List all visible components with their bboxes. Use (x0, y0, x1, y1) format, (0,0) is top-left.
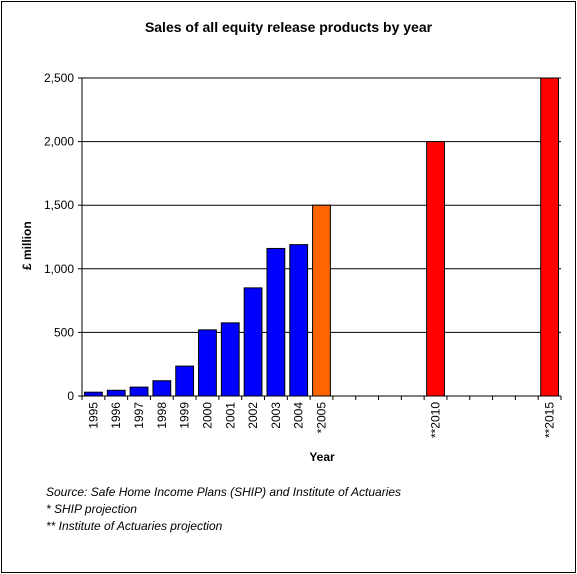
y-tick-label: 2,000 (44, 135, 74, 149)
x-tick-label: 2002 (246, 402, 260, 429)
x-tick-label: *2005 (315, 402, 329, 434)
x-tick-label: 2001 (223, 402, 237, 429)
bar (266, 247, 286, 397)
x-tick-label: 1999 (178, 402, 192, 429)
bar (129, 386, 149, 397)
x-tick-label: 1997 (132, 402, 146, 429)
ship-note: * SHIP projection (46, 502, 137, 516)
ioa-note: ** Institute of Actuaries projection (46, 519, 223, 533)
x-tick-label: **2010 (429, 402, 443, 438)
x-tick-label: 1998 (155, 402, 169, 429)
bar (220, 322, 240, 397)
x-tick-label: 2003 (269, 402, 283, 429)
x-axis-label: Year (309, 450, 335, 464)
bar (84, 391, 103, 397)
bar (426, 141, 445, 397)
bar (152, 380, 172, 397)
bar (106, 389, 126, 397)
bar (175, 365, 195, 397)
y-tick-label: 2,500 (44, 71, 74, 85)
chart-notes: Source: Safe Home Income Plans (SHIP) an… (46, 484, 401, 535)
source-note: Source: Safe Home Income Plans (SHIP) an… (46, 485, 402, 499)
x-tick-label: 1995 (86, 402, 100, 429)
y-tick-label: 500 (54, 325, 74, 339)
bar (312, 204, 331, 397)
bar (540, 77, 559, 397)
bar (289, 244, 309, 397)
chart-title: Sales of all equity release products by … (144, 19, 433, 35)
y-tick-label: 0 (67, 389, 74, 403)
x-tick-label: 2004 (292, 402, 306, 429)
x-tick-label: **2015 (543, 402, 557, 438)
y-tick-label: 1,500 (44, 198, 74, 212)
y-tick-label: 1,000 (44, 262, 74, 276)
x-tick-label: 2000 (200, 402, 214, 429)
x-tick-label: 1996 (109, 402, 123, 429)
bar (198, 329, 217, 397)
bar (243, 287, 263, 397)
